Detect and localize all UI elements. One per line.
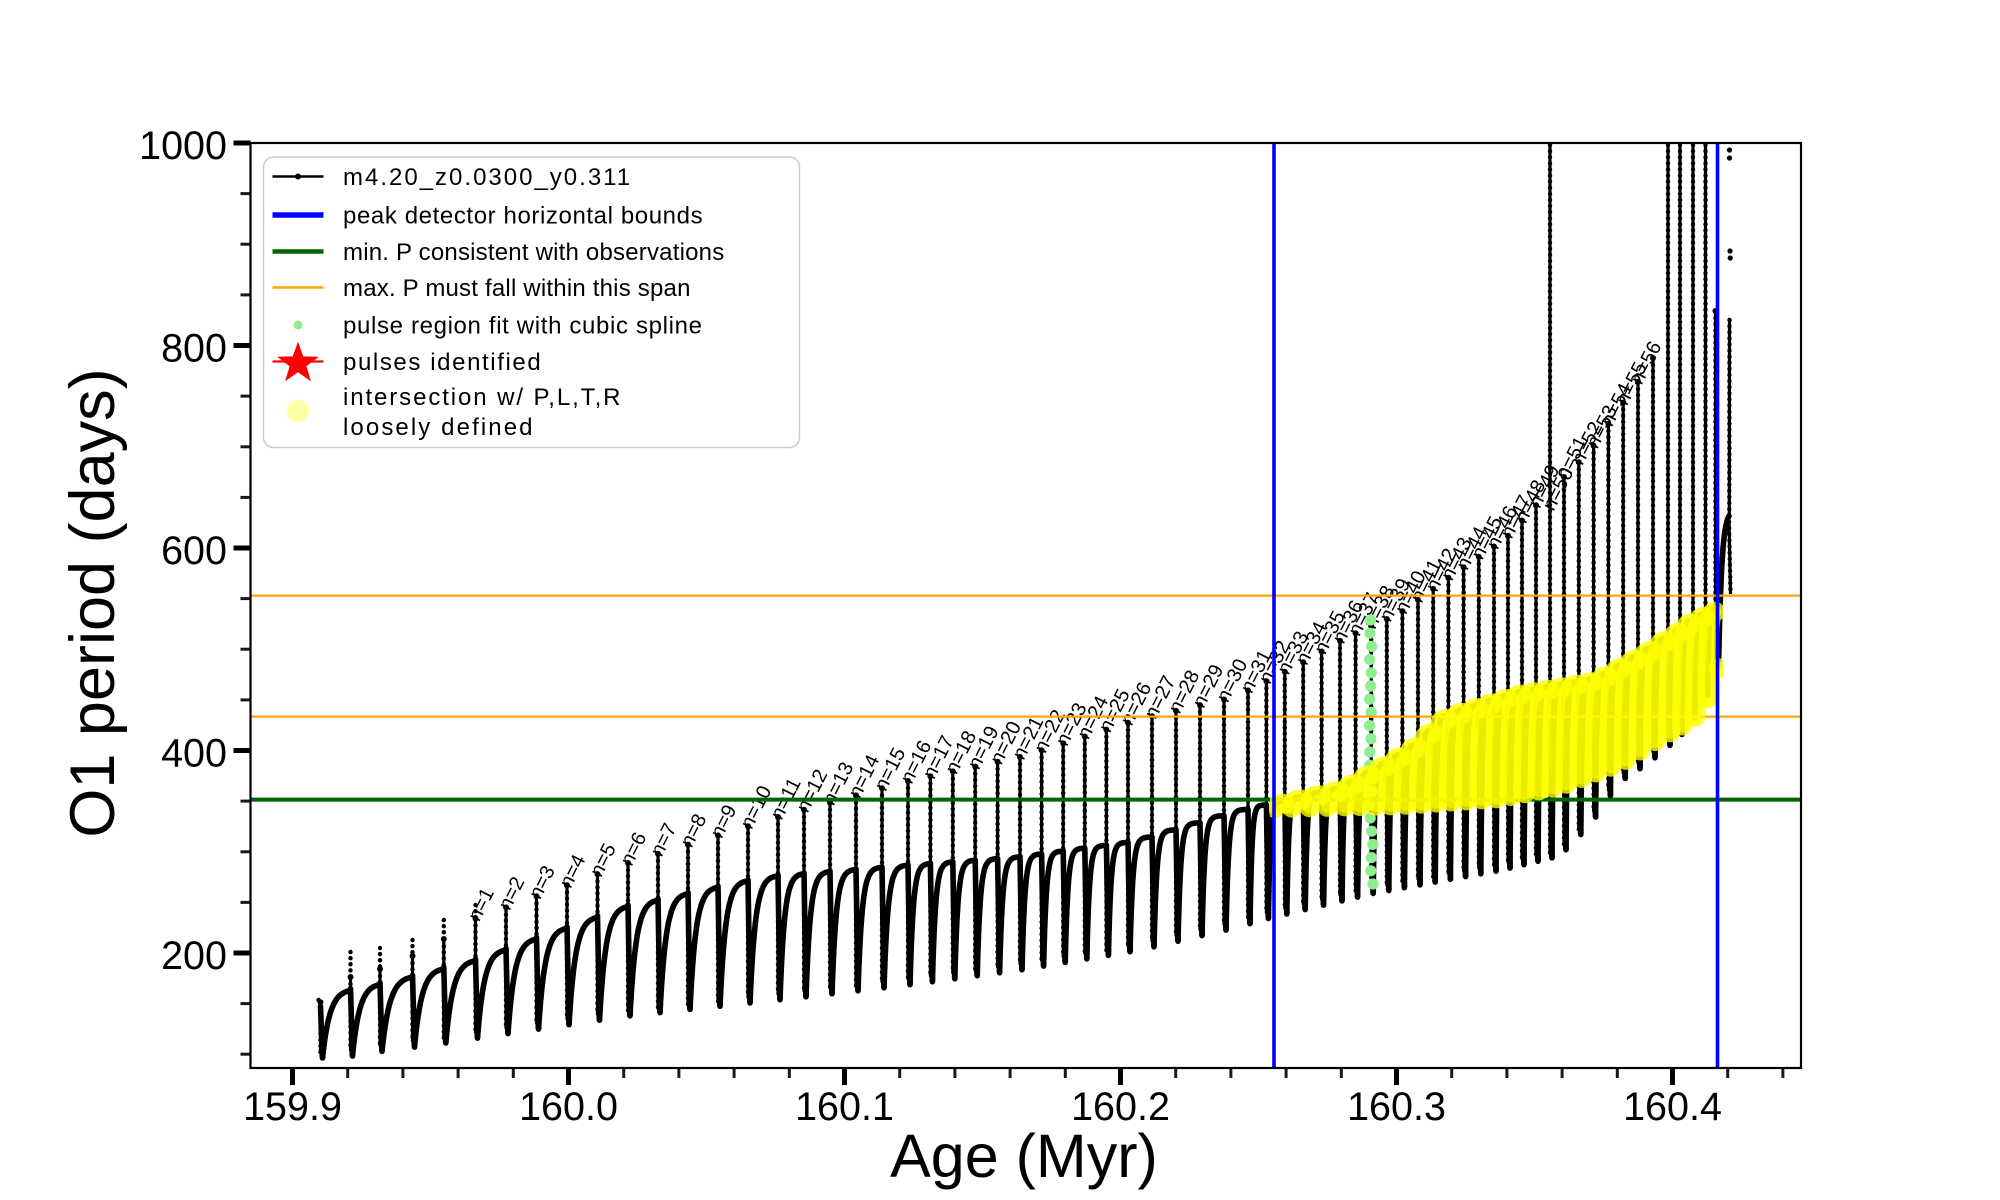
svg-text:160.3: 160.3	[1347, 1085, 1446, 1129]
svg-text:max. P must fall within this s: max. P must fall within this span	[343, 275, 691, 302]
svg-text:160.1: 160.1	[795, 1085, 894, 1129]
svg-text:O1 period (days): O1 period (days)	[58, 368, 128, 837]
svg-text:159.9: 159.9	[243, 1085, 342, 1129]
svg-text:intersection w/ P,L,T,R: intersection w/ P,L,T,R	[343, 384, 622, 411]
svg-text:pulses identified: pulses identified	[343, 349, 542, 376]
svg-text:m4.20_z0.0300_y0.311: m4.20_z0.0300_y0.311	[343, 164, 632, 191]
svg-text:min. P consistent with observa: min. P consistent with observations	[343, 239, 724, 266]
svg-text:160.4: 160.4	[1623, 1085, 1722, 1129]
svg-text:200: 200	[161, 934, 227, 978]
svg-text:400: 400	[161, 732, 227, 776]
svg-text:Age (Myr): Age (Myr)	[890, 1122, 1158, 1190]
svg-text:1000: 1000	[139, 124, 227, 168]
svg-text:800: 800	[161, 327, 227, 371]
svg-text:loosely defined: loosely defined	[343, 414, 535, 441]
svg-text:160.2: 160.2	[1071, 1085, 1170, 1129]
svg-text:pulse region fit with cubic sp: pulse region fit with cubic spline	[343, 313, 703, 340]
svg-text:peak detector horizontal bound: peak detector horizontal bounds	[343, 203, 703, 230]
svg-text:160.0: 160.0	[519, 1085, 618, 1129]
svg-text:600: 600	[161, 529, 227, 573]
